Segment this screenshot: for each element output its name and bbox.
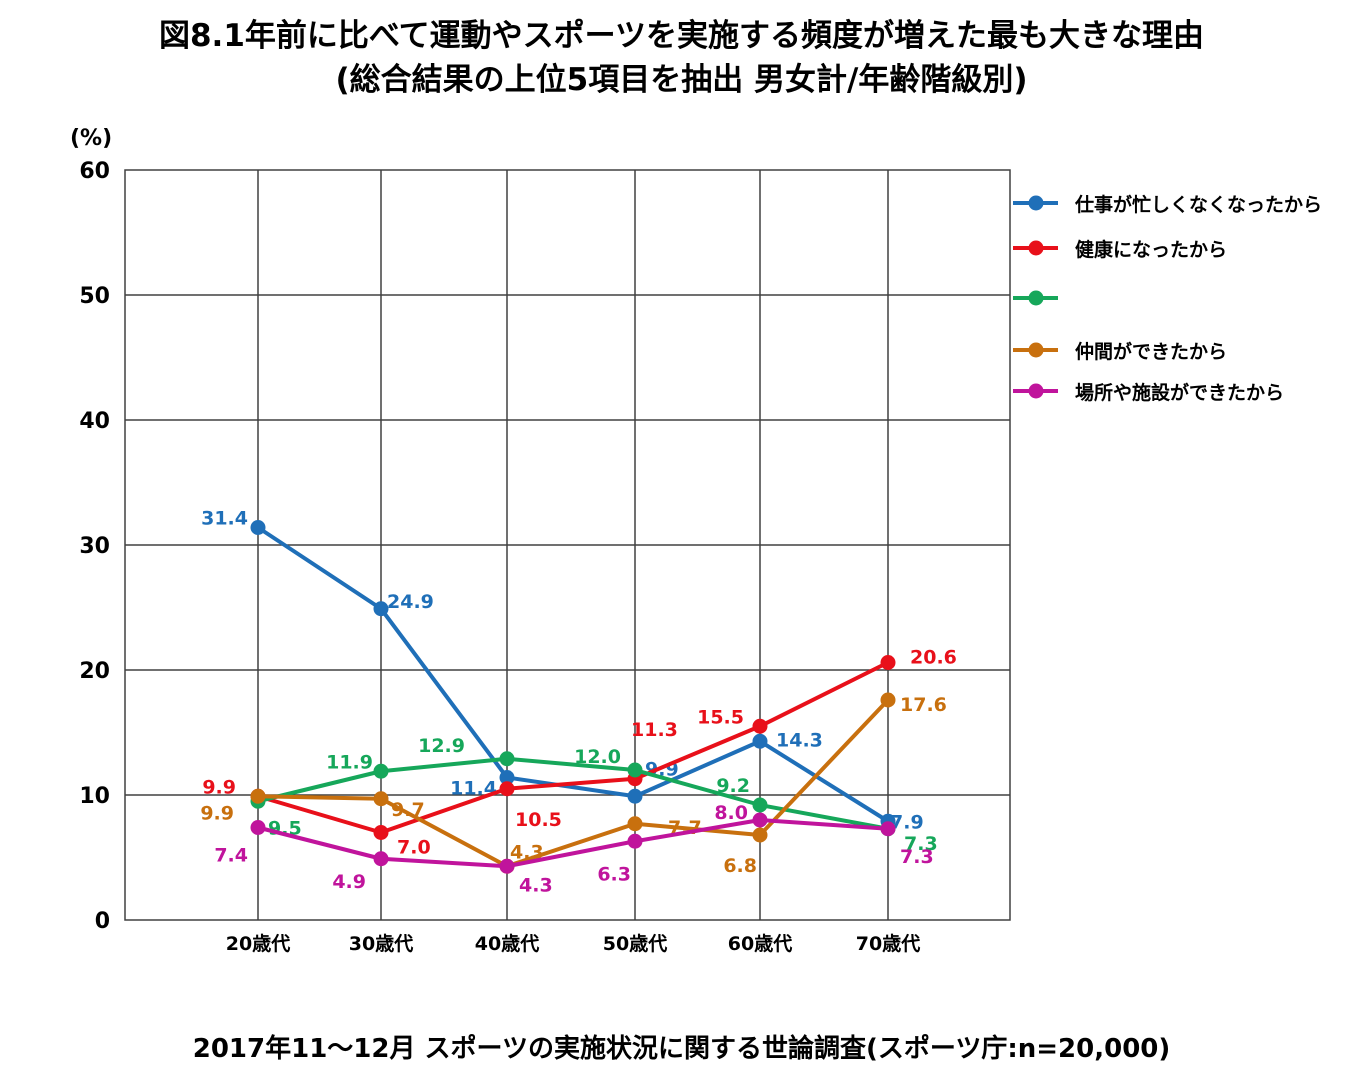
data-label: 8.0	[714, 802, 748, 824]
y-tick-label: 0	[95, 909, 110, 934]
series-line	[257, 660, 889, 835]
data-label: 15.5	[697, 706, 744, 728]
y-unit-label: (%)	[70, 126, 112, 151]
data-point	[752, 812, 768, 828]
x-tick-label: 70歳代	[856, 933, 920, 955]
chart-title: 図8.1年前に比べて運動やスポーツを実施する頻度が増えた最も大きな理由	[158, 18, 1205, 54]
data-label: 7.9	[890, 811, 924, 833]
data-point	[373, 601, 389, 617]
data-point	[752, 797, 768, 813]
data-point	[499, 858, 515, 874]
data-label: 9.2	[716, 775, 750, 797]
data-point	[373, 791, 389, 807]
data-point	[627, 833, 643, 849]
data-label: 9.7	[391, 799, 425, 821]
y-tick-label: 60	[79, 159, 110, 184]
data-point	[499, 751, 515, 767]
x-tick-label: 50歳代	[603, 933, 667, 955]
data-label: 11.3	[631, 719, 678, 741]
data-label: 4.9	[332, 871, 366, 893]
data-label: 12.9	[418, 735, 465, 757]
data-point	[627, 788, 643, 804]
data-label: 11.4	[450, 778, 497, 800]
data-label: 14.3	[776, 729, 823, 751]
data-point	[373, 851, 389, 867]
data-label: 7.3	[904, 833, 938, 855]
data-point	[752, 827, 768, 843]
x-tick-label: 60歳代	[728, 933, 792, 955]
y-tick-label: 30	[79, 534, 110, 559]
data-label: 24.9	[387, 591, 434, 613]
data-label: 10.5	[515, 809, 562, 831]
series-line	[257, 698, 890, 869]
data-point	[250, 520, 266, 535]
data-label: 31.4	[201, 508, 248, 530]
data-point	[373, 763, 389, 779]
x-tick-label: 40歳代	[475, 933, 539, 955]
data-label: 4.3	[519, 874, 553, 896]
chart-subtitle: (総合結果の上位5項目を抽出 男女計/年齢階級別)	[335, 62, 1028, 98]
y-tick-label: 40	[79, 409, 110, 434]
data-label: 7.3	[900, 846, 934, 868]
legend-label: 仕事が忙しくなくなったから	[1074, 193, 1322, 216]
data-point	[499, 781, 515, 797]
legend-swatch-marker	[1028, 240, 1044, 256]
legend-swatch-marker	[1028, 290, 1044, 306]
data-label: 6.3	[597, 863, 631, 885]
data-point	[250, 788, 266, 804]
data-label: 4.3	[510, 841, 544, 863]
data-label: 7.0	[397, 837, 431, 859]
data-point	[880, 692, 896, 708]
data-point	[880, 655, 896, 670]
data-label: 17.6	[900, 694, 947, 716]
legend-swatch-marker	[1028, 342, 1044, 358]
data-point	[752, 733, 768, 749]
data-point	[373, 825, 389, 840]
data-label: 7.4	[214, 845, 248, 867]
data-point	[627, 762, 643, 778]
data-point	[880, 821, 896, 837]
x-tick-label: 30歳代	[349, 933, 413, 955]
x-tick-label: 20歳代	[226, 933, 290, 955]
data-point	[499, 770, 515, 785]
data-label: 20.6	[910, 647, 957, 669]
data-label: 11.9	[326, 751, 373, 773]
data-label: 9.9	[200, 802, 234, 824]
y-tick-label: 10	[79, 784, 110, 809]
legend-swatch-marker	[1028, 195, 1044, 211]
data-label: 9.9	[202, 776, 236, 798]
y-tick-label: 20	[79, 659, 110, 684]
series-line	[256, 525, 890, 823]
legend-label: 場所や施設ができたから	[1075, 381, 1284, 404]
series-line	[257, 756, 889, 831]
data-point	[627, 816, 643, 832]
data-point	[250, 820, 266, 835]
y-tick-label: 50	[79, 284, 110, 309]
legend-label: 仲間ができたから	[1075, 340, 1227, 363]
data-point	[752, 718, 768, 734]
series-line	[257, 818, 889, 869]
data-label: 6.8	[723, 855, 757, 877]
legend-label: 健康になったから	[1075, 238, 1227, 261]
legend-swatch-marker	[1028, 383, 1044, 399]
source-note: 2017年11～12月 スポーツの実施状況に関する世論調査(スポーツ庁:n=20…	[192, 1034, 1171, 1064]
data-label: 12.0	[574, 746, 621, 768]
